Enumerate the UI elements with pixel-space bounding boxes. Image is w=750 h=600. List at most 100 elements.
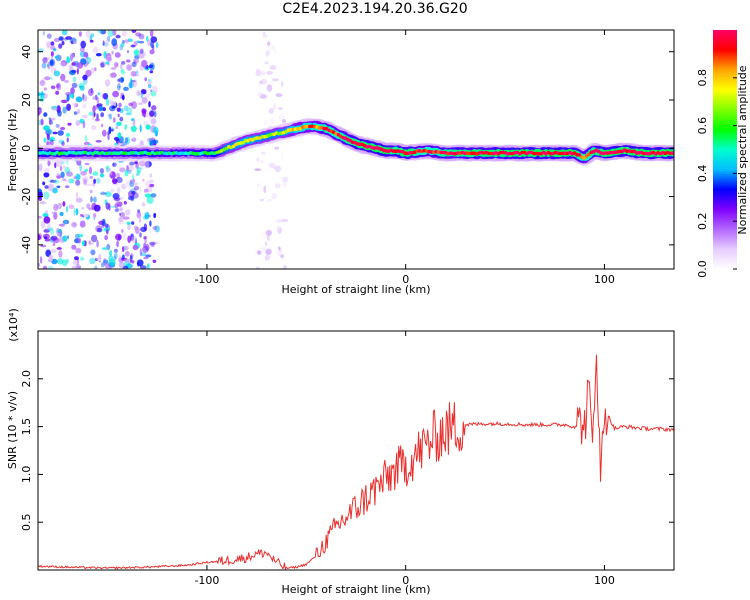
noise-blob <box>136 169 141 176</box>
noise-blob <box>127 169 132 174</box>
noise-blob <box>82 176 89 183</box>
noise-blob <box>130 179 133 185</box>
noise-blob <box>50 105 58 110</box>
noise-blob <box>266 84 273 92</box>
noise-blob <box>62 219 70 225</box>
noise-blob <box>102 129 107 137</box>
noise-blob <box>108 126 112 134</box>
noise-blob <box>114 208 119 213</box>
noise-blob <box>261 231 267 239</box>
noise-blob <box>64 79 69 83</box>
noise-blob <box>141 202 146 207</box>
noise-blob <box>47 183 54 192</box>
noise-blob <box>68 66 74 71</box>
noise-blob <box>119 116 124 122</box>
noise-blob <box>49 58 56 67</box>
noise-blob <box>275 93 283 98</box>
spectrogram-panel: -100 0 100 -40 -20 0 20 40 Height of straight … <box>6 29 675 296</box>
noise-blob <box>50 51 54 57</box>
noise-blob <box>75 208 79 216</box>
noise-blob <box>116 176 123 184</box>
noise-blob <box>95 140 102 143</box>
noise-blob <box>107 113 111 118</box>
noise-blob <box>127 50 129 53</box>
noise-blob <box>268 108 274 114</box>
noise-blob <box>120 63 123 70</box>
noise-blob <box>57 110 62 117</box>
snr-x-ticks: -100 0 100 <box>194 331 615 587</box>
noise-blob <box>91 125 97 131</box>
noise-blob <box>75 192 79 198</box>
noise-blob <box>271 78 279 82</box>
noise-blob <box>38 215 43 219</box>
noise-blob <box>274 225 281 230</box>
noise-blob <box>88 166 92 175</box>
noise-blob <box>43 57 51 60</box>
noise-blob <box>64 180 70 183</box>
noise-blob <box>90 196 93 203</box>
noise-blob <box>68 178 75 184</box>
noise-blob <box>43 55 47 62</box>
noise-blob <box>110 205 117 208</box>
noise-blob <box>155 42 159 48</box>
noise-blob <box>79 85 85 91</box>
noise-blob <box>144 77 147 82</box>
noise-blob <box>53 179 60 184</box>
noise-blob <box>62 201 66 207</box>
noise-blob <box>255 266 260 269</box>
noise-blob <box>110 101 117 107</box>
noise-blob <box>82 74 88 81</box>
noise-blob <box>148 179 154 183</box>
noise-blob <box>128 102 133 107</box>
noise-blob <box>125 209 131 216</box>
noise-blob <box>83 51 89 58</box>
noise-blob <box>39 256 43 264</box>
noise-blob <box>120 196 124 200</box>
noise-blob <box>127 224 131 231</box>
noise-blob <box>122 254 125 259</box>
noise-blob <box>143 188 149 193</box>
noise-blob <box>47 61 51 70</box>
noise-blob <box>58 36 64 41</box>
noise-blob <box>49 179 57 183</box>
noise-blob <box>151 118 157 125</box>
noise-blob <box>86 203 91 209</box>
noise-blob <box>123 86 129 91</box>
noise-blob <box>130 44 136 48</box>
noise-blob <box>79 220 86 228</box>
noise-blob <box>137 90 140 96</box>
noise-blob <box>48 254 54 262</box>
noise-blob <box>152 139 159 144</box>
noise-blob <box>139 265 147 269</box>
noise-blob <box>255 68 261 77</box>
noise-blob <box>90 249 96 256</box>
noise-blob <box>104 223 109 228</box>
noise-blob <box>52 187 58 194</box>
noise-blob <box>107 56 112 62</box>
noise-blob <box>144 93 151 99</box>
noise-blob <box>281 119 287 123</box>
noise-blob <box>75 96 83 103</box>
noise-blob <box>130 233 135 241</box>
noise-blob <box>100 30 106 35</box>
noise-blob <box>92 46 99 54</box>
noise-blob <box>266 198 273 202</box>
snr-x-tick-label: -100 <box>194 574 219 587</box>
noise-blob <box>259 70 266 76</box>
noise-blob <box>134 54 140 60</box>
noise-blob <box>133 182 139 186</box>
noise-blob <box>268 45 271 52</box>
noise-blob <box>55 123 60 128</box>
noise-blob <box>149 60 153 66</box>
noise-blob <box>44 76 51 81</box>
noise-blob <box>41 62 47 69</box>
noise-blob <box>58 43 63 49</box>
noise-blob <box>46 33 52 39</box>
noise-blob <box>113 136 120 141</box>
noise-blob <box>71 40 74 44</box>
noise-blob <box>126 59 131 63</box>
noise-blob <box>149 241 156 246</box>
noise-blob <box>42 31 45 36</box>
noise-blob <box>154 131 158 137</box>
noise-blob <box>261 151 266 155</box>
